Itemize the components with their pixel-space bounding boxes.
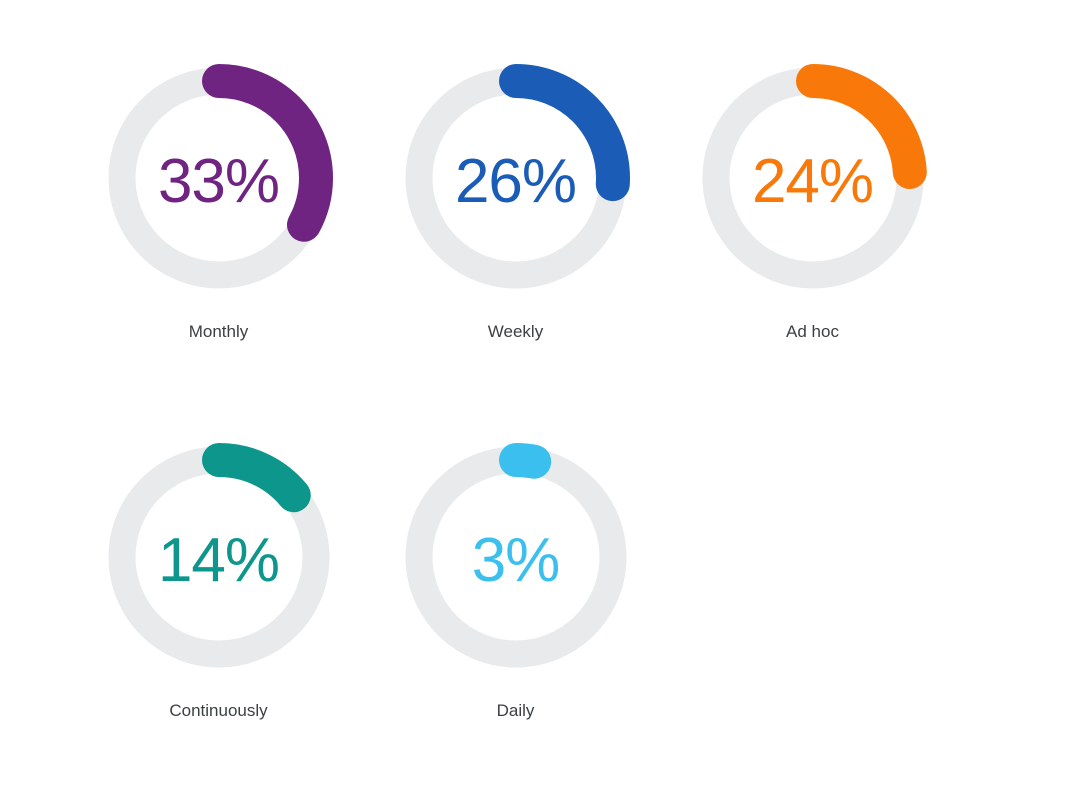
donut-card-weekly: 26% Weekly [367,58,664,342]
donut-category-label: Weekly [487,322,544,341]
donut-category-label: Monthly [188,322,249,341]
donut-svg [401,443,630,671]
donut-arc [104,64,333,292]
donut-arc [104,443,333,671]
donut-track [405,446,626,668]
donut-arc [698,64,927,292]
donut-svg [401,64,630,292]
donut-card-adhoc: 24% Ad hoc [664,58,961,342]
donut-category-label: Continuously [169,701,268,720]
donut-svg [104,64,333,292]
donut-grid: 33% Monthly 26% Weekly 24% Ad [70,58,961,721]
donut-arc [401,443,630,671]
donut-chart-weekly: 26% [396,58,636,298]
donut-chart-adhoc: 24% [693,58,933,298]
donut-svg [104,443,333,671]
donut-chart-monthly: 33% [99,58,339,298]
donut-chart-daily: 3% [396,437,636,677]
donut-chart-continuously: 14% [99,437,339,677]
donut-card-monthly: 33% Monthly [70,58,367,342]
donut-svg [698,64,927,292]
donut-category-label: Ad hoc [786,322,839,341]
donut-card-continuously: 14% Continuously [70,437,367,721]
donut-category-label: Daily [496,701,535,720]
donut-card-daily: 3% Daily [367,437,664,721]
donut-arc [401,64,630,292]
